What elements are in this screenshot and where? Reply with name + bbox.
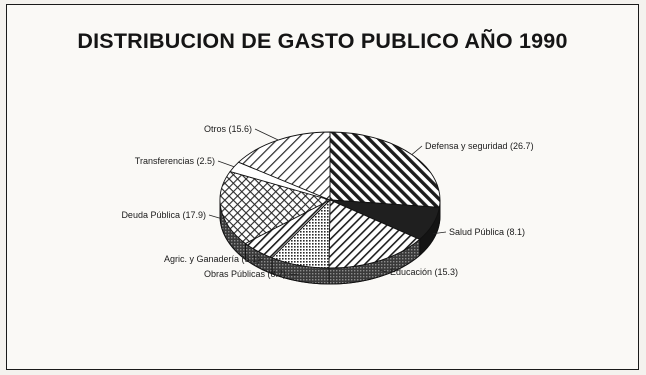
slice-label-salud-publica: Salud Pública (8.1) <box>449 227 525 237</box>
pie-slice-otros <box>237 131 331 201</box>
chart-title: DISTRIBUCION DE GASTO PUBLICO AÑO 1990 <box>77 29 568 53</box>
leader-line-salud-publica <box>432 231 447 235</box>
leader-line-deuda-publica <box>208 214 222 219</box>
leader-line-transferencias <box>217 160 235 168</box>
slice-label-deuda-publica: Deuda Pública (17.9) <box>121 210 206 220</box>
pie-slice-defensa-y-seguridad <box>329 131 441 208</box>
slice-label-otros: Otros (15.6) <box>204 124 252 134</box>
pie-sides <box>219 199 441 285</box>
leader-line-educacion <box>379 269 388 273</box>
slice-labels: Defensa y seguridad (26.7) Salud Pública … <box>121 124 533 279</box>
slice-label-defensa-y-seguridad: Defensa y seguridad (26.7) <box>425 141 534 151</box>
slice-label-obras-publicas: Obras Públicas (8.7) <box>204 269 286 279</box>
slice-label-transferencias: Transferencias (2.5) <box>135 156 215 166</box>
slice-label-agric-y-ganaderia: Agric. y Ganadería (5.1) <box>164 254 260 264</box>
leader-lines <box>208 128 447 276</box>
leader-line-agric-y-ganaderia <box>257 258 264 262</box>
pie-slice-deuda-publica <box>219 170 332 244</box>
pie-slice-educacion <box>328 199 421 269</box>
leader-line-otros <box>254 128 279 141</box>
leader-line-obras-publicas <box>288 273 300 276</box>
leader-line-defensa-y-seguridad <box>411 145 423 155</box>
slice-label-educacion: Educación (15.3) <box>390 267 458 277</box>
chart-frame: DISTRIBUCION DE GASTO PUBLICO AÑO 1990 <box>6 4 639 370</box>
pie-rim-outline <box>219 200 441 285</box>
pie-slices <box>219 131 441 269</box>
